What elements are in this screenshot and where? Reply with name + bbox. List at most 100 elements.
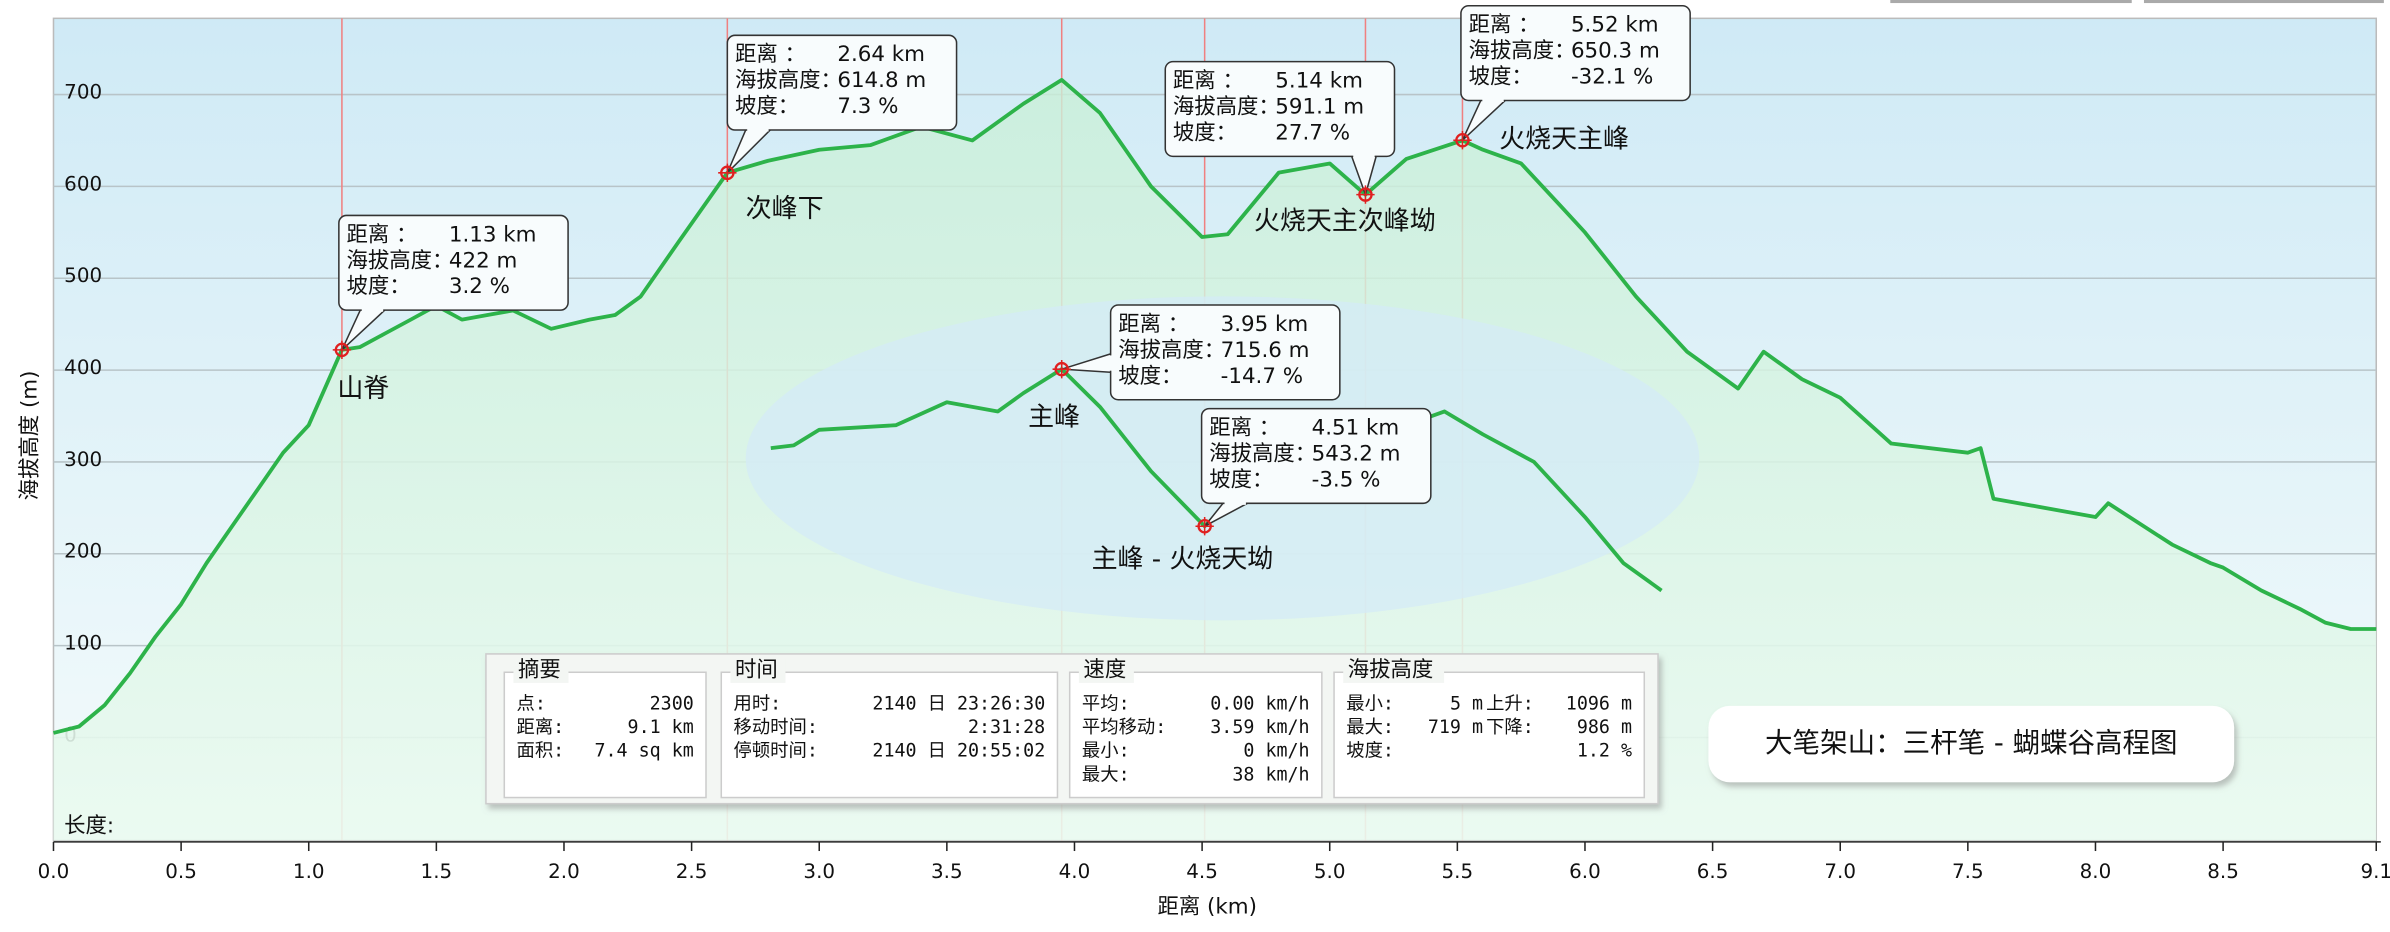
summary-section — [720, 671, 1059, 799]
y-tick-label: 400 — [64, 356, 102, 379]
callout-value: -3.5 % — [1312, 467, 1381, 492]
callout-field: 海拔高度： — [1469, 39, 1576, 64]
marker-cross — [1453, 131, 1472, 150]
x-tick-label: 2.0 — [548, 860, 580, 883]
summary-title: 时间 — [735, 658, 778, 683]
summary-value: 9.1 km — [628, 717, 694, 738]
callout-value: 1.13 km — [449, 222, 537, 247]
summary-section — [1333, 671, 1646, 799]
callout-value: 591.1 m — [1275, 94, 1364, 119]
summary-title-bg — [513, 658, 569, 683]
x-tick-label: 9.1 — [2360, 860, 2390, 883]
summary-title: 海拔高度 — [1348, 658, 1434, 683]
summary-value: 38 km/h — [1232, 764, 1309, 785]
callout-value: -14.7 % — [1221, 364, 1303, 389]
callout-value: 3.2 % — [449, 274, 510, 299]
callout-box — [1460, 4, 1691, 102]
marker-cross — [1052, 360, 1071, 379]
callout-value: 422 m — [449, 248, 517, 273]
callout-field: 距离 ： — [1173, 69, 1244, 94]
y-tick-label: 200 — [64, 540, 102, 563]
summary-value: 1096 m — [1566, 693, 1632, 714]
place-name: 火烧天主次峰坳 — [1254, 207, 1436, 237]
callout-field: 海拔高度： — [735, 68, 842, 93]
summary-title-bg — [730, 658, 786, 683]
callout-value: 543.2 m — [1312, 441, 1401, 466]
summary-label: 面积: — [517, 741, 565, 762]
y-tick-label: 600 — [64, 172, 102, 195]
place-name: 次峰下 — [746, 194, 824, 224]
callout-value: 4.51 km — [1312, 415, 1400, 440]
summary-value: 719 m — [1428, 717, 1483, 738]
summary-value: 5 m — [1450, 693, 1483, 714]
summary-label: 用时: — [734, 693, 782, 714]
summary-label: 移动时间: — [734, 717, 818, 738]
summary-label: 坡度: — [1346, 741, 1394, 762]
summary-value: 2:31:28 — [968, 717, 1045, 738]
callout-field: 海拔高度： — [1118, 338, 1225, 363]
summary-title-bg — [1078, 658, 1134, 683]
summary-section — [1068, 671, 1323, 799]
marker-cross — [332, 340, 352, 360]
callout-value: 5.52 km — [1571, 13, 1659, 38]
summary-label: 下降: — [1486, 717, 1534, 738]
x-tick-label: 7.5 — [1952, 860, 1984, 883]
callout-field: 坡度： — [346, 274, 410, 299]
y-tick-label: 700 — [64, 81, 102, 104]
callout-value: 650.3 m — [1571, 39, 1660, 64]
callout-value: 715.6 m — [1221, 338, 1310, 363]
callout-box — [1200, 407, 1432, 505]
callout-value: -32.1 % — [1571, 65, 1653, 90]
summary-label: 平均: — [1082, 693, 1130, 714]
place-name: 主峰 — [1028, 403, 1080, 433]
x-tick-label: 1.5 — [421, 860, 453, 883]
summary-label: 停顿时间: — [734, 741, 818, 762]
x-tick-label: 6.5 — [1697, 860, 1729, 883]
callout-value: 5.14 km — [1275, 69, 1363, 94]
y-axis-label: 海拔高度 (m) — [18, 371, 43, 501]
x-tick-label: 8.0 — [2080, 860, 2112, 883]
callout-box — [1164, 60, 1396, 158]
summary-value: 2300 — [650, 693, 694, 714]
callout-field: 海拔高度： — [346, 248, 453, 273]
x-tick-label: 5.0 — [1314, 860, 1346, 883]
summary-title: 速度 — [1083, 658, 1126, 683]
footer-label: 长度: — [64, 814, 114, 839]
callout-field: 坡度： — [735, 94, 799, 119]
summary-value: 0 km/h — [1243, 741, 1309, 762]
summary-label: 平均移动: — [1082, 717, 1166, 738]
x-tick-label: 0.5 — [165, 860, 197, 883]
callout-box — [1109, 304, 1341, 401]
toolbar-button[interactable] — [1890, 0, 2132, 4]
callout-field: 海拔高度： — [1173, 94, 1280, 119]
callout-field: 距离 ： — [1209, 415, 1280, 440]
x-tick-label: 3.0 — [803, 860, 835, 883]
callout-box — [726, 34, 958, 131]
summary-label: 上升: — [1486, 693, 1534, 714]
callout-box — [338, 214, 569, 311]
x-tick-label: 3.5 — [931, 860, 963, 883]
summary-label: 最大: — [1346, 717, 1394, 738]
place-name: 山脊 — [337, 374, 389, 404]
callout-value: 2.64 km — [837, 42, 925, 67]
x-tick-label: 0.0 — [38, 860, 70, 883]
summary-value: 986 m — [1577, 717, 1632, 738]
summary-title-bg — [1343, 658, 1445, 683]
place-name: 火烧天主峰 — [1499, 125, 1629, 155]
callout-value: 3.95 km — [1221, 312, 1309, 337]
toolbar-button[interactable] — [2143, 0, 2384, 4]
summary-value: 2140 日 20:55:02 — [872, 741, 1045, 762]
marker-cross — [718, 163, 737, 182]
x-tick-label: 6.0 — [1569, 860, 1601, 883]
elevation-line — [53, 77, 2377, 735]
summary-label: 最大: — [1082, 764, 1130, 785]
summary-label: 点: — [517, 693, 546, 714]
callout-field: 坡度： — [1469, 65, 1533, 90]
x-axis-label: 距离 (km) — [1158, 895, 1257, 920]
